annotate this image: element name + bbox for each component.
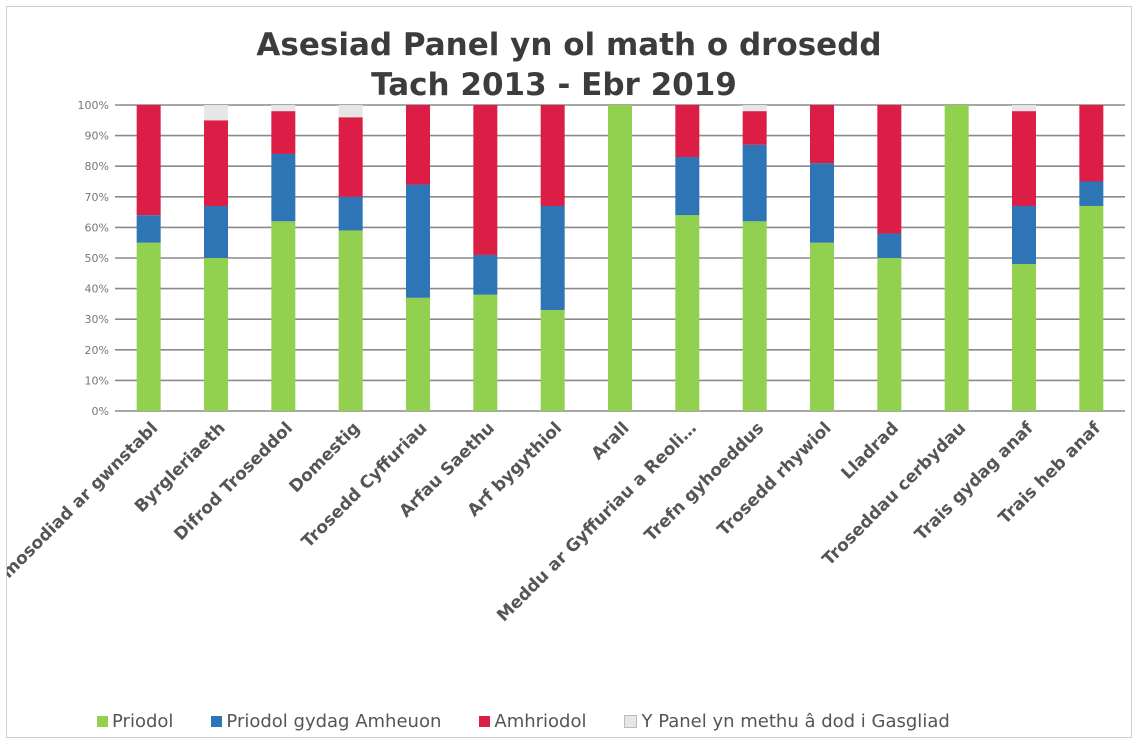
legend-swatch xyxy=(624,715,638,728)
bar-segment xyxy=(742,111,767,145)
bar-segment xyxy=(1012,205,1036,265)
legend-item: Priodol xyxy=(97,711,173,732)
bar-segment xyxy=(204,205,228,258)
bar-segment xyxy=(1079,205,1104,411)
bar-segment xyxy=(136,215,161,243)
x-tick-label: Lladrad xyxy=(838,418,903,483)
y-tick-label: 50% xyxy=(85,252,109,265)
y-tick-label: 70% xyxy=(85,191,109,204)
legend-label: Amhriodol xyxy=(494,711,587,732)
bar-segment xyxy=(1079,181,1104,206)
y-tick-label: 10% xyxy=(85,374,109,387)
legend-swatch xyxy=(97,716,108,727)
x-tick-label: Trosedd Cyffuriau xyxy=(298,418,432,552)
x-tick-label: Trefn gyhoeddus xyxy=(641,418,768,545)
bar-segment xyxy=(406,105,430,185)
x-tick-label: Trais gydag anaf xyxy=(911,418,1038,545)
bar-segment xyxy=(271,221,296,411)
legend-item: Amhriodol xyxy=(479,711,586,732)
legend-swatch xyxy=(211,716,223,727)
chart-title: Asesiad Panel yn ol math o drosedd Tach … xyxy=(7,25,1131,105)
bar-segment xyxy=(1012,264,1036,411)
bar-segment xyxy=(204,105,228,121)
bar-segment xyxy=(473,105,498,255)
x-tick-label: Arall xyxy=(588,418,634,464)
bar-segment xyxy=(271,153,296,222)
legend-label: Y Panel yn methu â dod i Gasgliad xyxy=(641,711,950,732)
bar-segment xyxy=(810,163,834,243)
bar-segment xyxy=(1079,105,1104,182)
bar-segment xyxy=(877,258,902,411)
bar-segment xyxy=(675,157,700,216)
chart-subtitle: Tach 2013 - Ebr 2019 xyxy=(371,67,737,103)
bar-segment xyxy=(204,120,228,206)
bar-segment xyxy=(944,105,969,411)
bar-segment xyxy=(204,258,228,411)
y-tick-label: 20% xyxy=(85,344,109,357)
bar-segment xyxy=(742,144,767,222)
y-tick-label: 80% xyxy=(85,160,109,173)
legend-item: Y Panel yn methu â dod i Gasgliad xyxy=(624,711,950,732)
bar-segment xyxy=(810,105,834,164)
y-axis-ticks: 0% 10% 20% 30% 40% 50% 60% 70% 80% 90% 100% xyxy=(78,99,109,418)
bar-segment xyxy=(540,310,565,411)
x-tick-label: Difrod Troseddol xyxy=(170,418,296,544)
y-tick-label: 60% xyxy=(85,221,109,234)
chart-title-text: Asesiad Panel yn ol math o drosedd xyxy=(256,27,882,63)
bar-segment xyxy=(540,205,565,311)
bar-segment xyxy=(338,105,363,118)
y-tick-label: 30% xyxy=(85,313,109,326)
bar-segment xyxy=(271,111,296,154)
stacked-bar-chart: 0% 10% 20% 30% 40% 50% 60% 70% 80% 90% 100% Ymosodi… xyxy=(7,99,1125,626)
bar-segment xyxy=(338,117,363,197)
y-tick-label: 100% xyxy=(78,99,109,112)
legend-label: Priodol xyxy=(112,711,174,732)
legend-swatch xyxy=(479,716,491,727)
x-axis-labels: Ymosodiad ar gwnstablByrgleriaethDifrod … xyxy=(7,418,1105,626)
chart-legend: Priodol Priodol gydag Amheuon Amhriodol Y P… xyxy=(97,711,950,732)
bar-segment xyxy=(877,105,902,234)
bars xyxy=(136,105,1104,411)
bar-segment xyxy=(406,184,430,298)
bar-segment xyxy=(608,105,632,411)
legend-label: Priodol gydag Amheuon xyxy=(226,711,442,732)
y-tick-label: 90% xyxy=(85,130,109,143)
bar-segment xyxy=(810,242,834,411)
legend-item: Priodol gydag Amheuon xyxy=(211,711,441,732)
y-tick-label: 40% xyxy=(85,283,109,296)
bar-segment xyxy=(877,233,902,258)
bar-segment xyxy=(473,254,498,295)
bar-segment xyxy=(1012,111,1036,206)
x-tick-label: Trosedd rhywiol xyxy=(714,418,836,540)
bar-segment xyxy=(136,105,161,216)
bar-segment xyxy=(136,242,161,411)
bar-segment xyxy=(271,105,296,112)
bar-segment xyxy=(338,230,363,411)
bar-segment xyxy=(675,105,700,158)
bar-segment xyxy=(1012,105,1036,112)
y-tick-label: 0% xyxy=(92,405,109,418)
bar-segment xyxy=(406,297,430,411)
bar-segment xyxy=(473,294,498,411)
bar-segment xyxy=(540,105,565,206)
bar-segment xyxy=(742,105,767,112)
bar-segment xyxy=(338,196,363,231)
bar-segment xyxy=(742,221,767,411)
chart-frame: Asesiad Panel yn ol math o drosedd Tach … xyxy=(6,6,1132,738)
bar-segment xyxy=(675,215,700,411)
